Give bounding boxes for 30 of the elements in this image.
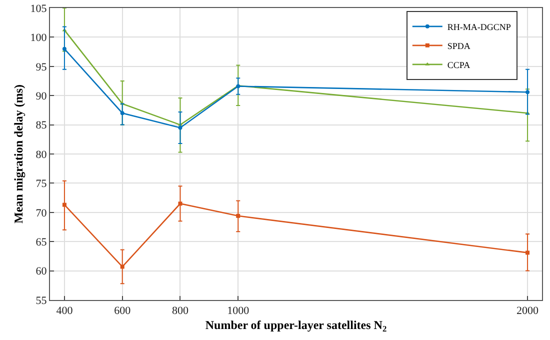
y-tick-label: 65: [36, 236, 48, 248]
point: [526, 90, 530, 94]
y-axis-title: Mean migration delay (ms): [12, 84, 26, 224]
legend-label: CCPA: [447, 60, 471, 70]
x-tick-label: 800: [172, 305, 189, 318]
y-tick-label: 95: [36, 61, 48, 74]
point: [62, 46, 66, 51]
y-tick-label: 70: [36, 207, 48, 220]
point: [120, 111, 124, 116]
point: [120, 264, 124, 269]
x-tick-label: 600: [114, 305, 132, 318]
point: [236, 214, 240, 218]
point: [62, 202, 66, 207]
y-tick-label: 55: [36, 294, 48, 307]
legend-label: RH-MA-DGCNP: [447, 22, 511, 32]
x-tick-label: 400: [56, 305, 74, 318]
x-axis-title: Number of upper-layer satellites N$_{2}$: [205, 318, 387, 334]
point: [178, 126, 182, 130]
y-tick-label: 80: [36, 148, 48, 161]
y-tick-label: 60: [36, 266, 48, 278]
point: [526, 250, 530, 255]
y-tick-label: 85: [36, 120, 48, 132]
y-tick-label: 100: [30, 32, 48, 44]
point: [178, 202, 182, 206]
legend-label: SPDA: [447, 40, 471, 51]
y-tick-label: 75: [36, 178, 48, 190]
y-tick-label: 105: [30, 2, 48, 15]
y-tick-label: 90: [36, 90, 48, 102]
x-tick-label: 1000: [227, 305, 250, 318]
x-tick-label: 2000: [516, 305, 540, 318]
